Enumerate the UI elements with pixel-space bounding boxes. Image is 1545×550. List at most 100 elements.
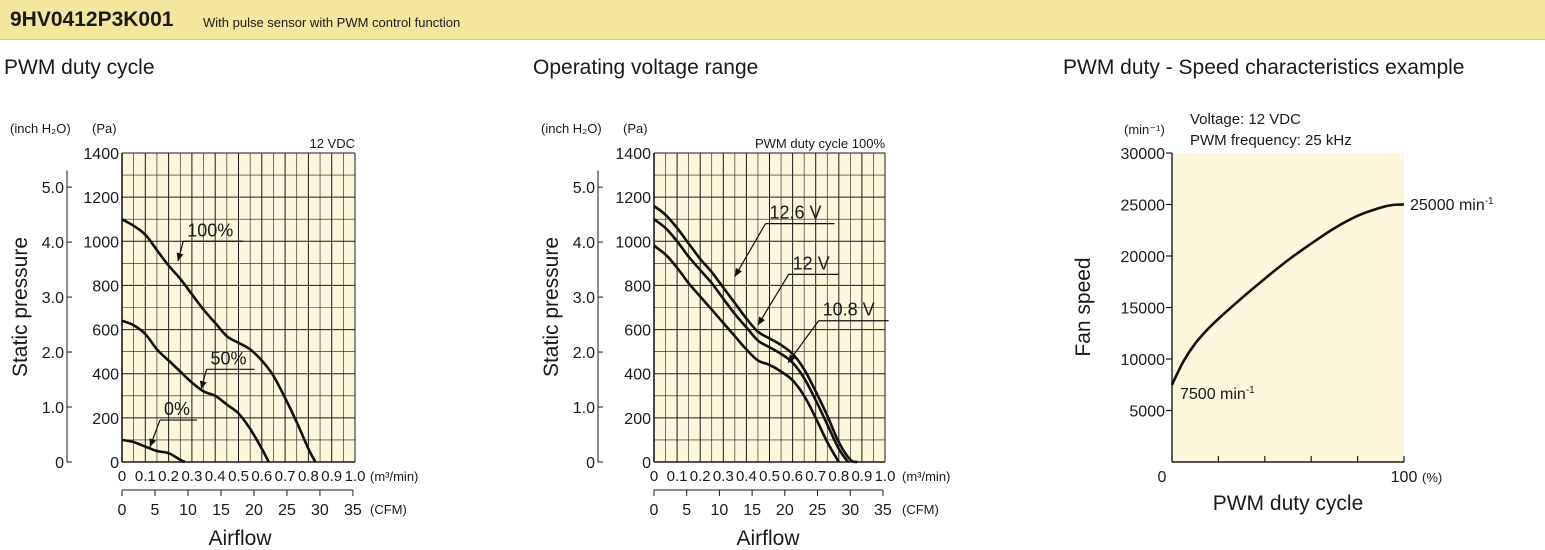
inch-tick-label: 4.0 (42, 235, 64, 252)
cfm-tick-label: 35 (344, 502, 362, 519)
leader-arrowhead (149, 438, 157, 447)
leader-line (787, 320, 820, 364)
m3-tick-label: 0.7 (805, 468, 826, 485)
m3-tick-label: 0.5 (228, 468, 249, 485)
x-units-m3: (m³/min) (370, 469, 418, 484)
leader-arrowhead (757, 316, 766, 326)
curve-100- (121, 218, 317, 463)
m3-tick-label: 0.9 (321, 468, 342, 485)
cfm-tick-label: 10 (179, 502, 197, 519)
y-tick-label: 10000 (1121, 352, 1166, 369)
m3-tick-label: 0.2 (158, 468, 179, 485)
x-units-cfm: (CFM) (370, 502, 407, 517)
leader-line (757, 274, 790, 326)
y-tick-label: 25000 (1121, 198, 1166, 215)
y-tick-label: 20000 (1121, 249, 1166, 266)
curve-50- (121, 319, 270, 463)
y-tick-label: 5000 (1129, 404, 1165, 421)
cfm-tick-label: 15 (212, 502, 230, 519)
leader-arrowhead (199, 380, 207, 390)
m3-tick-label: 0.2 (690, 468, 711, 485)
condition-label: 12 VDC (309, 136, 355, 151)
pa-tick-label: 1000 (83, 234, 119, 251)
cfm-tick-label: 30 (311, 502, 329, 519)
inch-tick-label: 4.0 (573, 235, 595, 252)
cfm-tick-label: 0 (118, 502, 127, 519)
y-axis-title: Static pressure (9, 237, 32, 377)
y-tick-label: 30000 (1121, 146, 1166, 163)
leader-line (734, 223, 767, 277)
cfm-tick-label: 20 (776, 502, 794, 519)
inch-tick-label: 3.0 (42, 290, 64, 307)
pa-tick-label: 800 (92, 278, 119, 295)
speed-chart-content: Voltage: 12 VDC PWM frequency: 25 kHz (m… (1072, 111, 1494, 515)
inch-tick-label: 1.0 (42, 400, 64, 417)
inch-tick-label: 0 (55, 455, 64, 472)
pa-tick-label: 1000 (615, 234, 651, 251)
model-number: 9HV0412P3K001 (10, 8, 174, 31)
pq-chart-duty-content: (inch H₂O) (Pa) 12 VDC (m³/min) (CFM) St… (9, 121, 418, 550)
condition-voltage: Voltage: 12 VDC (1190, 111, 1301, 128)
curve-12-6-v (653, 204, 858, 464)
curve-label-12-v: 12 V (793, 253, 830, 273)
leader-arrowhead (787, 354, 796, 363)
y-units-inch: (inch H₂O) (10, 121, 71, 136)
m3-tick-label: 0.7 (275, 468, 296, 485)
m3-tick-label: 0.1 (135, 468, 156, 485)
inch-tick-label: 0 (586, 455, 595, 472)
pa-tick-label: 200 (624, 411, 651, 428)
x-units-cfm: (CFM) (902, 502, 939, 517)
plot-area (654, 153, 885, 462)
curve-0- (121, 438, 186, 464)
pa-tick-label: 200 (92, 411, 119, 428)
y-units-speed: (min⁻¹) (1124, 122, 1165, 137)
x-axis-title: Airflow (208, 527, 272, 550)
pa-tick-label: 400 (92, 367, 119, 384)
x-units-m3: (m³/min) (902, 469, 950, 484)
m3-tick-label: 1.0 (875, 468, 896, 485)
x-tick-label-0: 0 (1158, 469, 1167, 486)
cfm-tick-label: 25 (278, 502, 296, 519)
pa-tick-label: 1200 (83, 190, 119, 207)
x-units-percent: (%) (1422, 470, 1442, 485)
cfm-tick-label: 5 (151, 502, 160, 519)
x-axis-title: Airflow (736, 527, 800, 550)
cfm-tick-label: 0 (650, 502, 659, 519)
pa-tick-label: 0 (642, 455, 651, 472)
cfm-tick-label: 15 (743, 502, 761, 519)
y-axis-title: Fan speed (1072, 257, 1095, 356)
m3-tick-label: 0.9 (851, 468, 872, 485)
inch-tick-label: 3.0 (573, 290, 595, 307)
cfm-tick-label: 10 (711, 502, 729, 519)
m3-tick-label: 1.0 (345, 468, 366, 485)
m3-tick-label: 0.6 (251, 468, 272, 485)
m3-tick-label: 0.8 (828, 468, 849, 485)
y-axis-title: Static pressure (540, 237, 563, 377)
inch-tick-label: 2.0 (573, 345, 595, 362)
plot-area (122, 153, 355, 462)
end-speed-label: 25000 min-1 (1410, 196, 1494, 214)
leader-line (200, 369, 208, 390)
section-title-voltage-range: Operating voltage range (533, 56, 759, 79)
y-units-pa: (Pa) (92, 121, 117, 136)
section-title-speed-characteristics: PWM duty - Speed characteristics example (1063, 56, 1465, 79)
inch-tick-label: 1.0 (573, 400, 595, 417)
m3-tick-label: 0.5 (759, 468, 780, 485)
pa-tick-label: 0 (110, 455, 119, 472)
section-title-pwm-duty: PWM duty cycle (4, 56, 155, 79)
m3-tick-label: 0.4 (205, 468, 226, 485)
condition-label: PWM duty cycle 100% (755, 136, 885, 151)
pa-tick-label: 600 (92, 323, 119, 340)
pa-tick-label: 600 (624, 323, 651, 340)
curve-label-50-: 50% (211, 348, 247, 368)
m3-tick-label: 0.8 (298, 468, 319, 485)
leader-line (149, 419, 161, 448)
leader-arrowhead (176, 252, 184, 262)
curve-label-10-8-v: 10.8 V (823, 300, 875, 320)
condition-frequency: PWM frequency: 25 kHz (1190, 132, 1352, 149)
end-speed-exponent: -1 (1485, 196, 1494, 207)
pa-tick-label: 1400 (615, 146, 651, 163)
cfm-tick-label: 35 (874, 502, 892, 519)
curve-label-0-: 0% (164, 399, 190, 419)
